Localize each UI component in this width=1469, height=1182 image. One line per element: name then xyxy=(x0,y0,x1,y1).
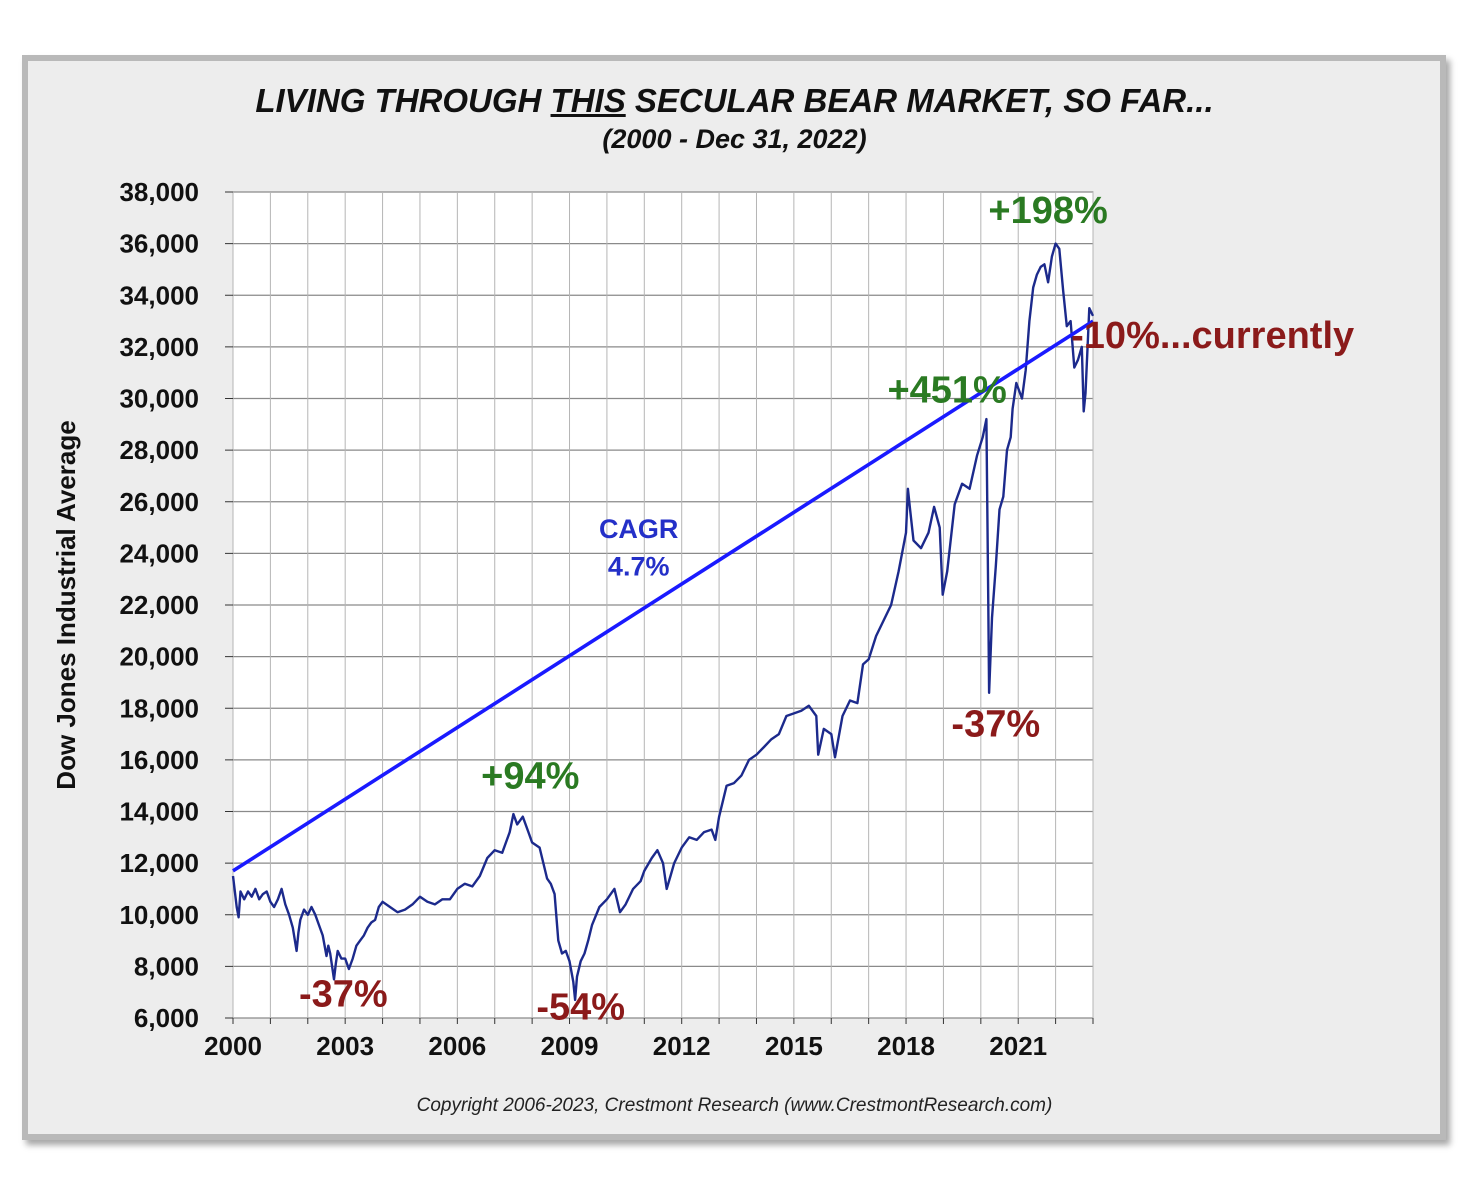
y-tick-label: 36,000 xyxy=(119,229,199,259)
y-tick-label: 8,000 xyxy=(134,951,199,981)
y-tick-label: 26,000 xyxy=(119,487,199,517)
dow-series-line xyxy=(231,242,1095,1002)
y-tick-label: 24,000 xyxy=(119,538,199,568)
x-tick-label: 2006 xyxy=(428,1031,486,1061)
y-tick-label: 30,000 xyxy=(119,384,199,414)
x-tick-label: 2003 xyxy=(316,1031,374,1061)
y-tick-label: 32,000 xyxy=(119,332,199,362)
y-tick-label: 38,000 xyxy=(119,177,199,207)
title-part-3: SECULAR BEAR MARKET, SO FAR... xyxy=(625,82,1214,119)
annotation-label: +198% xyxy=(988,190,1107,232)
x-axis-ticks: 2000 2003 2006 2009 2012 2015 2018 2021 xyxy=(204,1018,1094,1061)
annotation-label: -10%...currently xyxy=(1071,315,1354,357)
y-tick-label: 16,000 xyxy=(119,745,199,775)
x-tick-label: 2015 xyxy=(765,1031,823,1061)
x-tick-label: 2021 xyxy=(989,1031,1047,1061)
series-lines xyxy=(231,242,1095,1002)
title-part-2-underlined: THIS xyxy=(550,82,626,119)
x-tick-label: 2009 xyxy=(541,1031,599,1061)
x-tick-label: 2018 xyxy=(877,1031,935,1061)
y-tick-label: 12,000 xyxy=(119,848,199,878)
copyright-text: Copyright 2006-2023, Crestmont Research … xyxy=(416,1095,1053,1116)
y-tick-label: 20,000 xyxy=(119,642,199,672)
annotation-label: -54% xyxy=(536,986,625,1028)
chart-subtitle: (2000 - Dec 31, 2022) xyxy=(602,124,867,154)
y-tick-label: 14,000 xyxy=(119,797,199,827)
y-axis-label: Dow Jones Industrial Average xyxy=(51,420,81,789)
title-part-1: LIVING THROUGH xyxy=(255,82,551,119)
x-tick-label: 2000 xyxy=(204,1031,262,1061)
annotation-label: 4.7% xyxy=(608,551,670,581)
annotations: CAGR 4.7% -37% +94% -54% -37% +451% +198% -10%..… xyxy=(299,190,1354,1028)
y-tick-label: 28,000 xyxy=(119,435,199,465)
annotation-label: +94% xyxy=(481,755,579,797)
annotation-label: CAGR xyxy=(599,514,679,544)
annotation-label: -37% xyxy=(299,973,388,1015)
annotation-label: +451% xyxy=(887,369,1006,411)
y-tick-label: 10,000 xyxy=(119,900,199,930)
y-tick-label: 6,000 xyxy=(134,1003,199,1033)
y-tick-label: 34,000 xyxy=(119,280,199,310)
y-tick-label: 18,000 xyxy=(119,693,199,723)
annotation-label: -37% xyxy=(951,704,1040,746)
cagr-trend-line xyxy=(232,319,1094,873)
y-tick-label: 22,000 xyxy=(119,590,199,620)
x-tick-label: 2012 xyxy=(653,1031,711,1061)
y-axis-ticks: 6,000 8,000 10,000 12,000 14,000 16,000 18,000… xyxy=(119,177,233,1033)
chart-title: LIVING THROUGH THIS SECULAR BEAR MARKET,… xyxy=(0,82,1469,120)
